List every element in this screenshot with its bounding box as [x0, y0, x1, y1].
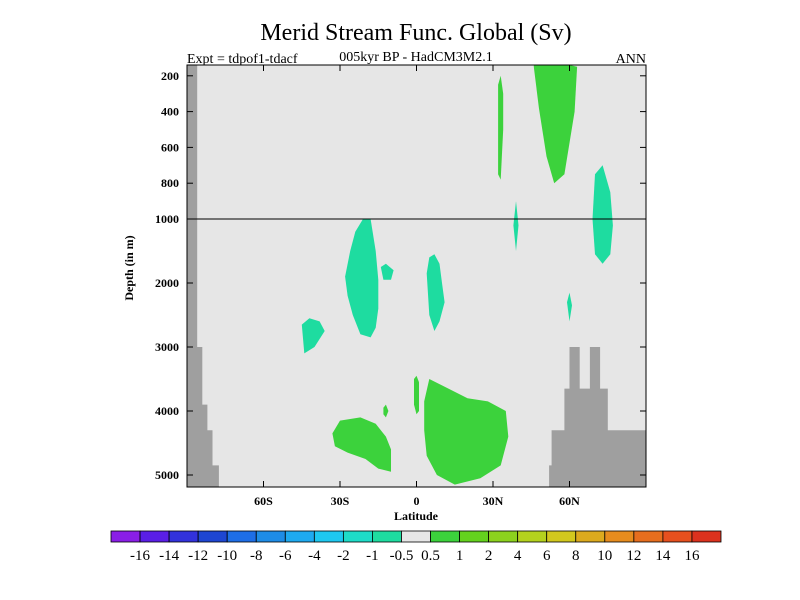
- x-tick-label: 60S: [254, 494, 273, 508]
- colorbar-swatch: [226, 530, 257, 543]
- colorbar-label: 12: [626, 548, 641, 564]
- land-layer: [187, 65, 646, 487]
- colorbar-swatch: [662, 530, 693, 543]
- colorbar-swatch: [517, 530, 548, 543]
- x-axis-label: Latitude: [394, 509, 439, 523]
- colorbar-swatch: [284, 530, 315, 543]
- colorbar-swatch: [139, 530, 170, 543]
- colorbar-label: 0.5: [421, 548, 440, 564]
- colorbar-label: -10: [217, 548, 237, 564]
- colorbar-swatch: [197, 530, 228, 543]
- y-tick-label: 2000: [155, 276, 179, 290]
- colorbar-swatch: [488, 530, 519, 543]
- colorbar-swatch: [255, 530, 286, 543]
- contour-negative-nordic: [592, 165, 613, 264]
- y-tick-label: 5000: [155, 468, 179, 482]
- colorbar-swatch: [313, 530, 344, 543]
- colorbar-swatch: [575, 530, 606, 543]
- colorbar-label: 14: [655, 548, 671, 564]
- y-tick-label: 1000: [155, 212, 179, 226]
- contour-positive-deep-central: [424, 379, 509, 485]
- colorbar-swatch: [691, 530, 722, 543]
- contour-negative-small-2: [567, 292, 572, 322]
- colorbar: -16 -14 -12 -10 -8 -6 -4 -2 -1 -0.5 0.5 1 2 4 6 8 10 12 14…: [110, 530, 722, 564]
- antarctic-land: [187, 65, 219, 487]
- colorbar-label: 8: [572, 548, 580, 564]
- x-tick-label: 30N: [483, 494, 504, 508]
- contour-negative-midwater-small: [380, 263, 394, 280]
- y-axis: 200 400 600 800 1000 2000 3000 4000 5000: [155, 69, 646, 482]
- colorbar-swatch: [372, 530, 402, 543]
- contour-negative-midwater: [345, 219, 379, 338]
- colorbar-label: -2: [337, 548, 350, 564]
- colorbar-label: -1: [366, 548, 379, 564]
- colorbar-swatch: [430, 530, 460, 543]
- y-tick-label: 600: [161, 140, 179, 154]
- y-axis-label: Depth (in m): [122, 235, 136, 300]
- colorbar-swatch: [633, 530, 664, 543]
- chart-subtitle-center: 005kyr BP - HadCM3M2.1: [339, 50, 493, 65]
- arctic-land: [549, 347, 646, 487]
- contour-positive-deep-strip: [414, 375, 419, 415]
- colorbar-swatch: [546, 530, 577, 543]
- colorbar-label: 6: [543, 548, 551, 564]
- colorbar-label: -8: [250, 548, 263, 564]
- x-tick-label: 0: [414, 494, 420, 508]
- colorbar-label: -16: [130, 548, 150, 564]
- colorbar-swatch: [342, 530, 373, 543]
- colorbar-label: 16: [684, 548, 700, 564]
- colorbar-swatch: [401, 530, 431, 543]
- colorbar-label: 2: [485, 548, 493, 564]
- y-tick-label: 400: [161, 105, 179, 119]
- chart-subtitle-left: Expt = tdpof1-tdacf: [187, 52, 298, 67]
- chart-subtitle-right: ANN: [616, 52, 646, 67]
- y-tick-label: 200: [161, 69, 179, 83]
- colorbar-label: -12: [188, 548, 208, 564]
- contour-layer: [301, 65, 613, 485]
- colorbar-swatch: [168, 530, 199, 543]
- colorbar-swatch: [110, 530, 141, 543]
- contour-negative-midwater-sw: [301, 318, 325, 354]
- contour-positive-deep-south: [332, 417, 391, 472]
- y-tick-label: 800: [161, 176, 179, 190]
- colorbar-label: 4: [514, 548, 522, 564]
- colorbar-swatch: [459, 530, 490, 543]
- contour-positive-deep-small: [383, 404, 389, 418]
- colorbar-swatch: [604, 530, 635, 543]
- colorbar-label: 1: [456, 548, 464, 564]
- y-tick-label: 3000: [155, 340, 179, 354]
- y-tick-label: 4000: [155, 404, 179, 418]
- plot-area: [186, 64, 647, 488]
- contour-negative-midwater-east: [426, 254, 445, 331]
- contour-positive-streak-40n: [498, 75, 504, 180]
- colorbar-label: -14: [159, 548, 179, 564]
- contour-positive-upper-atlantic: [533, 65, 578, 184]
- colorbar-label: -0.5: [390, 548, 414, 564]
- contour-negative-small-1: [513, 201, 519, 251]
- x-tick-label: 30S: [331, 494, 350, 508]
- x-tick-label: 60N: [559, 494, 580, 508]
- colorbar-label: -6: [279, 548, 292, 564]
- chart-title: Merid Stream Func. Global (Sv): [260, 20, 571, 46]
- colorbar-label: 10: [597, 548, 612, 564]
- colorbar-label: -4: [308, 548, 321, 564]
- x-axis: 60S 30S 0 30N 60N: [254, 65, 580, 508]
